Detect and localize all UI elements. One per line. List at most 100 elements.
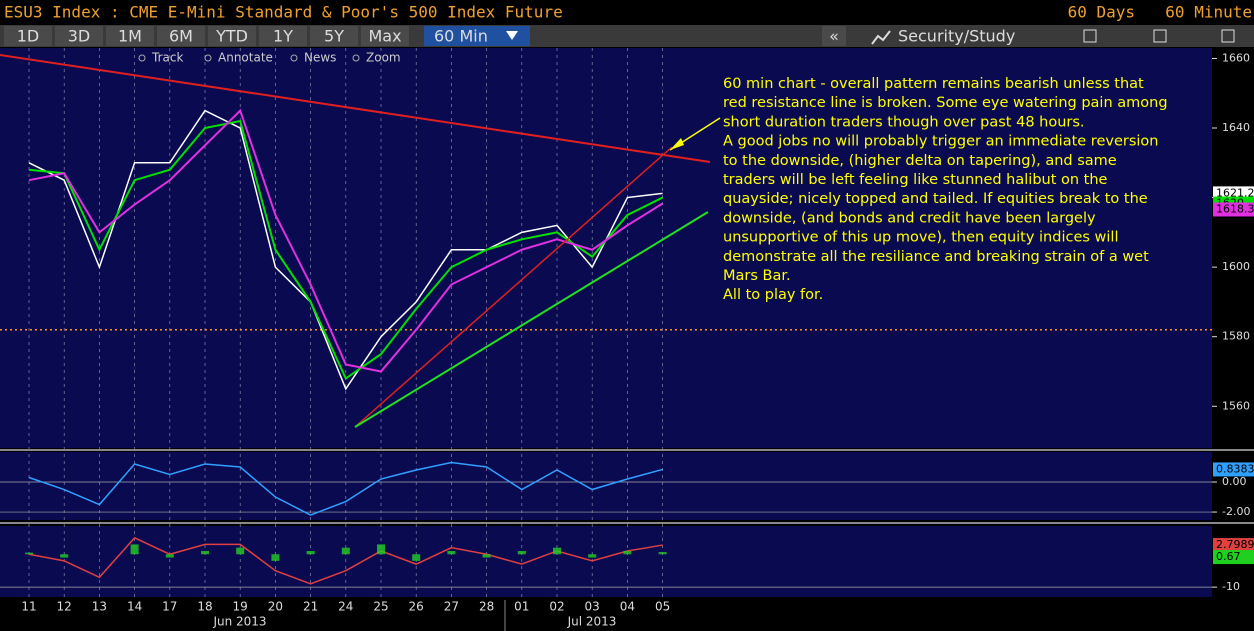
tool-icon[interactable]	[1153, 29, 1167, 43]
x-tick-label: 01	[514, 600, 529, 614]
x-tick-label: 17	[162, 600, 177, 614]
y-tick-label: 1640	[1222, 121, 1250, 134]
range-button[interactable]	[259, 26, 307, 46]
histogram-bar	[165, 554, 174, 558]
y-tick-label: -2.00	[1222, 505, 1250, 518]
histogram-bar	[60, 554, 69, 558]
x-tick-label: 28	[479, 600, 494, 614]
last-value-label: 0.67	[1216, 550, 1241, 563]
histogram-bar	[588, 554, 597, 558]
annotation-line: All to play for.	[723, 287, 823, 303]
range-button[interactable]	[208, 26, 256, 46]
y-tick-label: -10	[1222, 580, 1240, 593]
last-value-label: 1618.3	[1216, 202, 1254, 215]
series-line	[28, 461, 663, 516]
collapse-label: «	[829, 27, 839, 46]
series-line	[28, 109, 663, 391]
dropdown-icon	[506, 31, 518, 40]
x-tick-label: 19	[233, 600, 248, 614]
study-label: Security/Study	[898, 27, 1015, 46]
x-tick-label: 13	[92, 600, 107, 614]
range-button-label: 6M	[169, 27, 193, 46]
range-button[interactable]	[4, 26, 52, 46]
period: 60 Days	[1068, 3, 1135, 22]
histogram-bar	[482, 554, 491, 558]
histogram-bar	[236, 547, 245, 555]
annotation-line: unsupportive of this up move), then equi…	[723, 230, 1119, 246]
annotation-line: to the downside, (higher delta on taperi…	[723, 153, 1117, 169]
histogram-bar	[412, 554, 421, 561]
range-button[interactable]	[55, 26, 103, 46]
osc2-panel	[0, 526, 1212, 597]
histogram-bar	[341, 547, 350, 555]
arrow-head	[670, 138, 684, 150]
histogram-bar	[271, 554, 280, 561]
histogram-bar	[25, 552, 33, 555]
annotation-line: quayside; nicely topped and tailed. If e…	[723, 191, 1148, 207]
last-value-label: 1621.2	[1216, 186, 1254, 199]
month-label: Jul 2013	[567, 615, 617, 629]
sub-tool[interactable]: Zoom	[366, 51, 401, 65]
tool-icon[interactable]	[1083, 29, 1097, 43]
x-tick-label: 14	[127, 600, 142, 614]
range-button-label: 1M	[118, 27, 142, 46]
tool-icon[interactable]	[1221, 29, 1235, 43]
sub-tool-icon	[352, 54, 360, 62]
title: ESU3 Index : CME E-Mini Standard & Poor'…	[4, 3, 563, 22]
range-button[interactable]	[157, 26, 205, 46]
range-button-label: 1Y	[273, 27, 293, 46]
x-tick-label: 25	[373, 600, 388, 614]
range-button-label: 1D	[17, 27, 40, 46]
x-tick-label: 03	[585, 600, 600, 614]
histogram-bar	[658, 552, 667, 555]
x-tick-label: 26	[409, 600, 424, 614]
range-button[interactable]	[361, 26, 409, 46]
annotation-line: Mars Bar.	[723, 268, 791, 284]
x-tick-label: 18	[197, 600, 212, 614]
last-value-box	[1213, 462, 1254, 477]
histogram-bar	[377, 544, 385, 555]
annotation-line: demonstrate all the resiliance and break…	[723, 249, 1149, 265]
resistance-line	[0, 54, 711, 163]
series-line	[28, 108, 664, 373]
annotation-line: A good jobs no will probably trigger an …	[723, 134, 1158, 150]
last-value-box	[1213, 550, 1254, 565]
interval-button[interactable]	[424, 26, 530, 46]
range-button-label: YTD	[215, 27, 248, 46]
range-button-label: 5Y	[324, 27, 344, 46]
interval-button-label: 60 Min	[434, 27, 488, 46]
y-tick-label: 1580	[1222, 330, 1250, 343]
annotation-line: 60 min chart - overall pattern remains b…	[723, 76, 1144, 92]
sub-tool-icon	[290, 54, 298, 62]
y-tick-label: 0.00	[1222, 475, 1247, 488]
sub-tool-icon	[138, 54, 146, 62]
series-line	[28, 119, 664, 380]
x-tick-label: 04	[620, 600, 635, 614]
histogram-bar	[130, 544, 139, 555]
histogram-bar	[623, 550, 632, 555]
range-button[interactable]	[106, 26, 154, 46]
sub-tool[interactable]: News	[304, 51, 336, 65]
y-tick-label: 1600	[1222, 260, 1250, 273]
collapse-button[interactable]	[822, 26, 846, 46]
histogram-bar	[201, 550, 209, 555]
histogram-bar	[517, 550, 526, 555]
support-line	[354, 211, 709, 428]
y-tick-label: 1660	[1222, 51, 1250, 64]
range-button-label: Max	[368, 27, 401, 46]
annotation-line: downside, (and bonds and credit have bee…	[723, 210, 1096, 226]
histogram-bar	[553, 547, 561, 555]
x-tick-label: 21	[303, 600, 318, 614]
x-tick-label: 12	[57, 600, 72, 614]
study-icon	[871, 30, 891, 45]
sub-tool[interactable]: Annotate	[218, 51, 273, 65]
last-value-label: 2.7989	[1216, 538, 1254, 551]
x-tick-label: 24	[338, 600, 353, 614]
sub-tool-icon	[204, 54, 212, 62]
sub-tool[interactable]: Track	[151, 51, 183, 65]
histogram-bar	[306, 550, 315, 555]
last-value-box	[1213, 202, 1254, 217]
range-button[interactable]	[310, 26, 358, 46]
x-tick-label: 05	[655, 600, 670, 614]
x-tick-label: 27	[444, 600, 459, 614]
